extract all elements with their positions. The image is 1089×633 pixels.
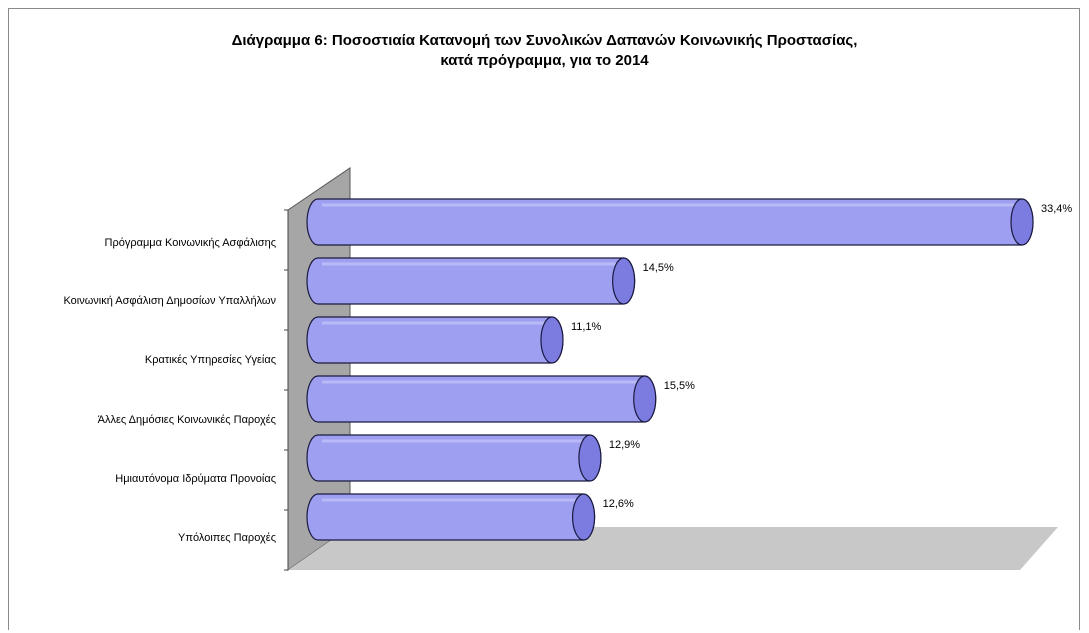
category-label: Υπόλοιπες Παροχές [178,532,276,544]
bar [306,257,636,305]
bar-end-cap [578,434,602,482]
value-label: 12,6% [603,498,634,510]
bars-group [306,198,1034,541]
bar-end-cap [612,257,636,305]
category-label: Κρατικές Υπηρεσίες Υγείας [145,354,276,366]
value-label: 33,4% [1041,203,1072,215]
category-label: Ημιαυτόνομα Ιδρύματα Προνοίας [115,473,276,485]
value-label: 11,1% [571,321,602,333]
bar-end-cap [1010,198,1034,246]
value-label: 15,5% [664,380,695,392]
category-label: Άλλες Δημόσιες Κοινωνικές Παροχές [98,414,276,426]
bar [306,493,596,541]
chart-subtitle: κατά πρόγραμμα, για το 2014 [440,52,649,69]
value-label: 12,9% [609,439,640,451]
bar [306,375,657,423]
labels-group: 33,4% Πρόγραμμα Κοινωνικής Ασφάλισης 14,5%… [63,203,1072,544]
category-label: Κοινωνική Ασφάλιση Δημοσίων Υπαλλήλων [63,295,276,307]
bar-end-cap [633,375,657,423]
bar [306,434,602,482]
chart-title-block: Διάγραμμα 6: Ποσοστιαία Κατανομή των Συν… [0,31,1089,71]
bar [306,316,564,364]
bar-end-cap [540,316,564,364]
chart-title: Διάγραμμα 6: Ποσοστιαία Κατανομή των Συν… [231,32,858,49]
bar [306,198,1034,246]
bar-end-cap [571,493,596,541]
value-label: 14,5% [643,262,674,274]
category-label: Πρόγραμμα Κοινωνικής Ασφάλισης [105,237,276,249]
